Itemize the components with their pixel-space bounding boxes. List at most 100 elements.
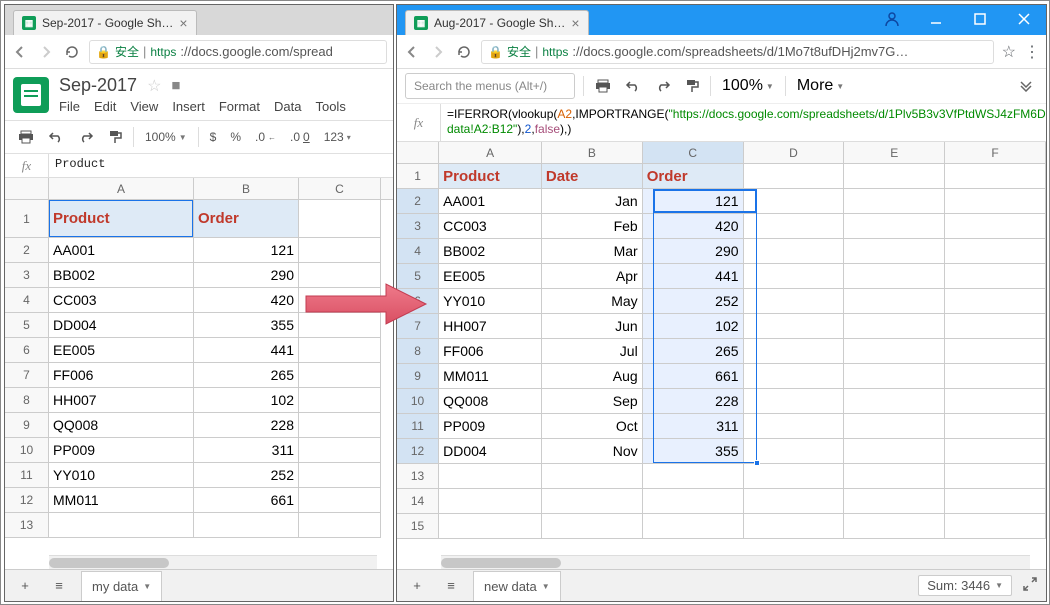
fx-content[interactable]: Product <box>49 154 393 177</box>
cell[interactable] <box>844 364 945 389</box>
dec-decrease-button[interactable]: .0← <box>252 130 279 144</box>
cell[interactable] <box>844 214 945 239</box>
cell[interactable] <box>49 513 194 538</box>
undo-icon[interactable] <box>45 131 67 143</box>
row-header[interactable]: 12 <box>397 439 439 464</box>
cell[interactable] <box>744 239 845 264</box>
cell[interactable]: PP009 <box>439 414 542 439</box>
cell[interactable] <box>643 464 744 489</box>
cell[interactable] <box>439 514 542 539</box>
cell[interactable] <box>945 514 1046 539</box>
cell[interactable]: 252 <box>194 463 299 488</box>
cell[interactable]: 290 <box>194 263 299 288</box>
menu-data[interactable]: Data <box>274 99 301 114</box>
horizontal-scrollbar[interactable] <box>49 555 377 569</box>
cell[interactable]: 102 <box>194 388 299 413</box>
cell[interactable]: 102 <box>643 314 744 339</box>
cell[interactable]: Aug <box>542 364 643 389</box>
url-field[interactable]: 🔒 安全 | https ://docs.google.com/spread <box>89 40 387 64</box>
col-header-F[interactable]: F <box>945 142 1046 163</box>
cell[interactable]: CC003 <box>439 214 542 239</box>
cell[interactable]: 265 <box>194 363 299 388</box>
redo-icon[interactable] <box>75 131 97 143</box>
cell[interactable] <box>744 364 845 389</box>
cell[interactable] <box>643 514 744 539</box>
cell[interactable]: YY010 <box>439 289 542 314</box>
format-123-button[interactable]: 123▾ <box>321 130 354 144</box>
row-header[interactable]: 7 <box>397 314 439 339</box>
cell[interactable] <box>844 314 945 339</box>
cell[interactable]: Order <box>643 164 744 189</box>
row-header[interactable]: 10 <box>397 389 439 414</box>
cell[interactable]: 252 <box>643 289 744 314</box>
cell[interactable] <box>744 264 845 289</box>
row-header[interactable]: 1 <box>397 164 439 189</box>
cell[interactable]: Jan <box>542 189 643 214</box>
cell[interactable] <box>945 364 1046 389</box>
cell[interactable]: 355 <box>643 439 744 464</box>
cell[interactable] <box>542 489 643 514</box>
percent-button[interactable]: % <box>227 130 244 144</box>
row-header[interactable]: 7 <box>5 363 49 388</box>
cell[interactable] <box>299 313 381 338</box>
cell[interactable] <box>744 389 845 414</box>
all-sheets-button[interactable]: ≡ <box>47 574 71 598</box>
cell[interactable] <box>744 314 845 339</box>
row-header[interactable]: 4 <box>5 288 49 313</box>
reload-icon[interactable] <box>455 43 473 61</box>
cell[interactable]: 661 <box>194 488 299 513</box>
currency-button[interactable]: $ <box>207 130 220 144</box>
row-header[interactable]: 10 <box>5 438 49 463</box>
cell[interactable] <box>744 464 845 489</box>
cell[interactable] <box>439 489 542 514</box>
cell[interactable]: Sep <box>542 389 643 414</box>
cell[interactable]: DD004 <box>439 439 542 464</box>
row-header[interactable]: 4 <box>397 239 439 264</box>
col-header-A[interactable]: A <box>439 142 542 163</box>
spreadsheet-grid[interactable]: 1ProductOrder2AA0011213BB0022904CC003420… <box>5 200 393 538</box>
redo-icon[interactable] <box>652 80 674 92</box>
fx-content[interactable]: =IFERROR(vlookup(A2,IMPORTRANGE("https:/… <box>441 104 1046 141</box>
cell[interactable] <box>844 189 945 214</box>
minimize-button[interactable] <box>914 5 958 33</box>
formula-bar[interactable]: fx Product <box>5 154 393 178</box>
cell[interactable]: MM011 <box>439 364 542 389</box>
col-header-A[interactable]: A <box>49 178 194 199</box>
explore-icon[interactable] <box>1022 576 1038 595</box>
cell[interactable]: BB002 <box>439 239 542 264</box>
collapse-toolbar-icon[interactable] <box>1014 80 1038 92</box>
sheet-tab[interactable]: my data▼ <box>81 571 162 601</box>
cell[interactable]: Jul <box>542 339 643 364</box>
cell[interactable] <box>945 464 1046 489</box>
cell[interactable]: 441 <box>194 338 299 363</box>
row-header[interactable]: 12 <box>5 488 49 513</box>
cell[interactable] <box>299 363 381 388</box>
cell[interactable] <box>744 514 845 539</box>
cell[interactable] <box>299 438 381 463</box>
doc-title[interactable]: Sep-2017 ☆ ■ <box>59 75 346 96</box>
cell[interactable]: PP009 <box>49 438 194 463</box>
cell[interactable]: Order <box>194 200 299 238</box>
cell[interactable] <box>299 463 381 488</box>
col-header-C[interactable]: C <box>299 178 381 199</box>
reload-icon[interactable] <box>63 43 81 61</box>
cell[interactable] <box>542 464 643 489</box>
menu-edit[interactable]: Edit <box>94 99 116 114</box>
spreadsheet-grid[interactable]: 1ProductDateOrder2AA001Jan1213CC003Feb42… <box>397 164 1046 539</box>
dec-increase-button[interactable]: .00 <box>287 130 313 144</box>
cell[interactable] <box>844 414 945 439</box>
close-tab-icon[interactable]: × <box>571 15 579 31</box>
cell[interactable] <box>945 339 1046 364</box>
paint-format-icon[interactable] <box>682 79 702 93</box>
row-header[interactable]: 15 <box>397 514 439 539</box>
row-header[interactable]: 11 <box>5 463 49 488</box>
cell[interactable] <box>299 200 381 238</box>
cell[interactable]: 420 <box>194 288 299 313</box>
row-header[interactable]: 9 <box>397 364 439 389</box>
cell[interactable]: Date <box>542 164 643 189</box>
cell[interactable]: 228 <box>643 389 744 414</box>
cell[interactable] <box>945 389 1046 414</box>
row-header[interactable]: 5 <box>397 264 439 289</box>
cell[interactable]: May <box>542 289 643 314</box>
cell[interactable] <box>744 164 845 189</box>
